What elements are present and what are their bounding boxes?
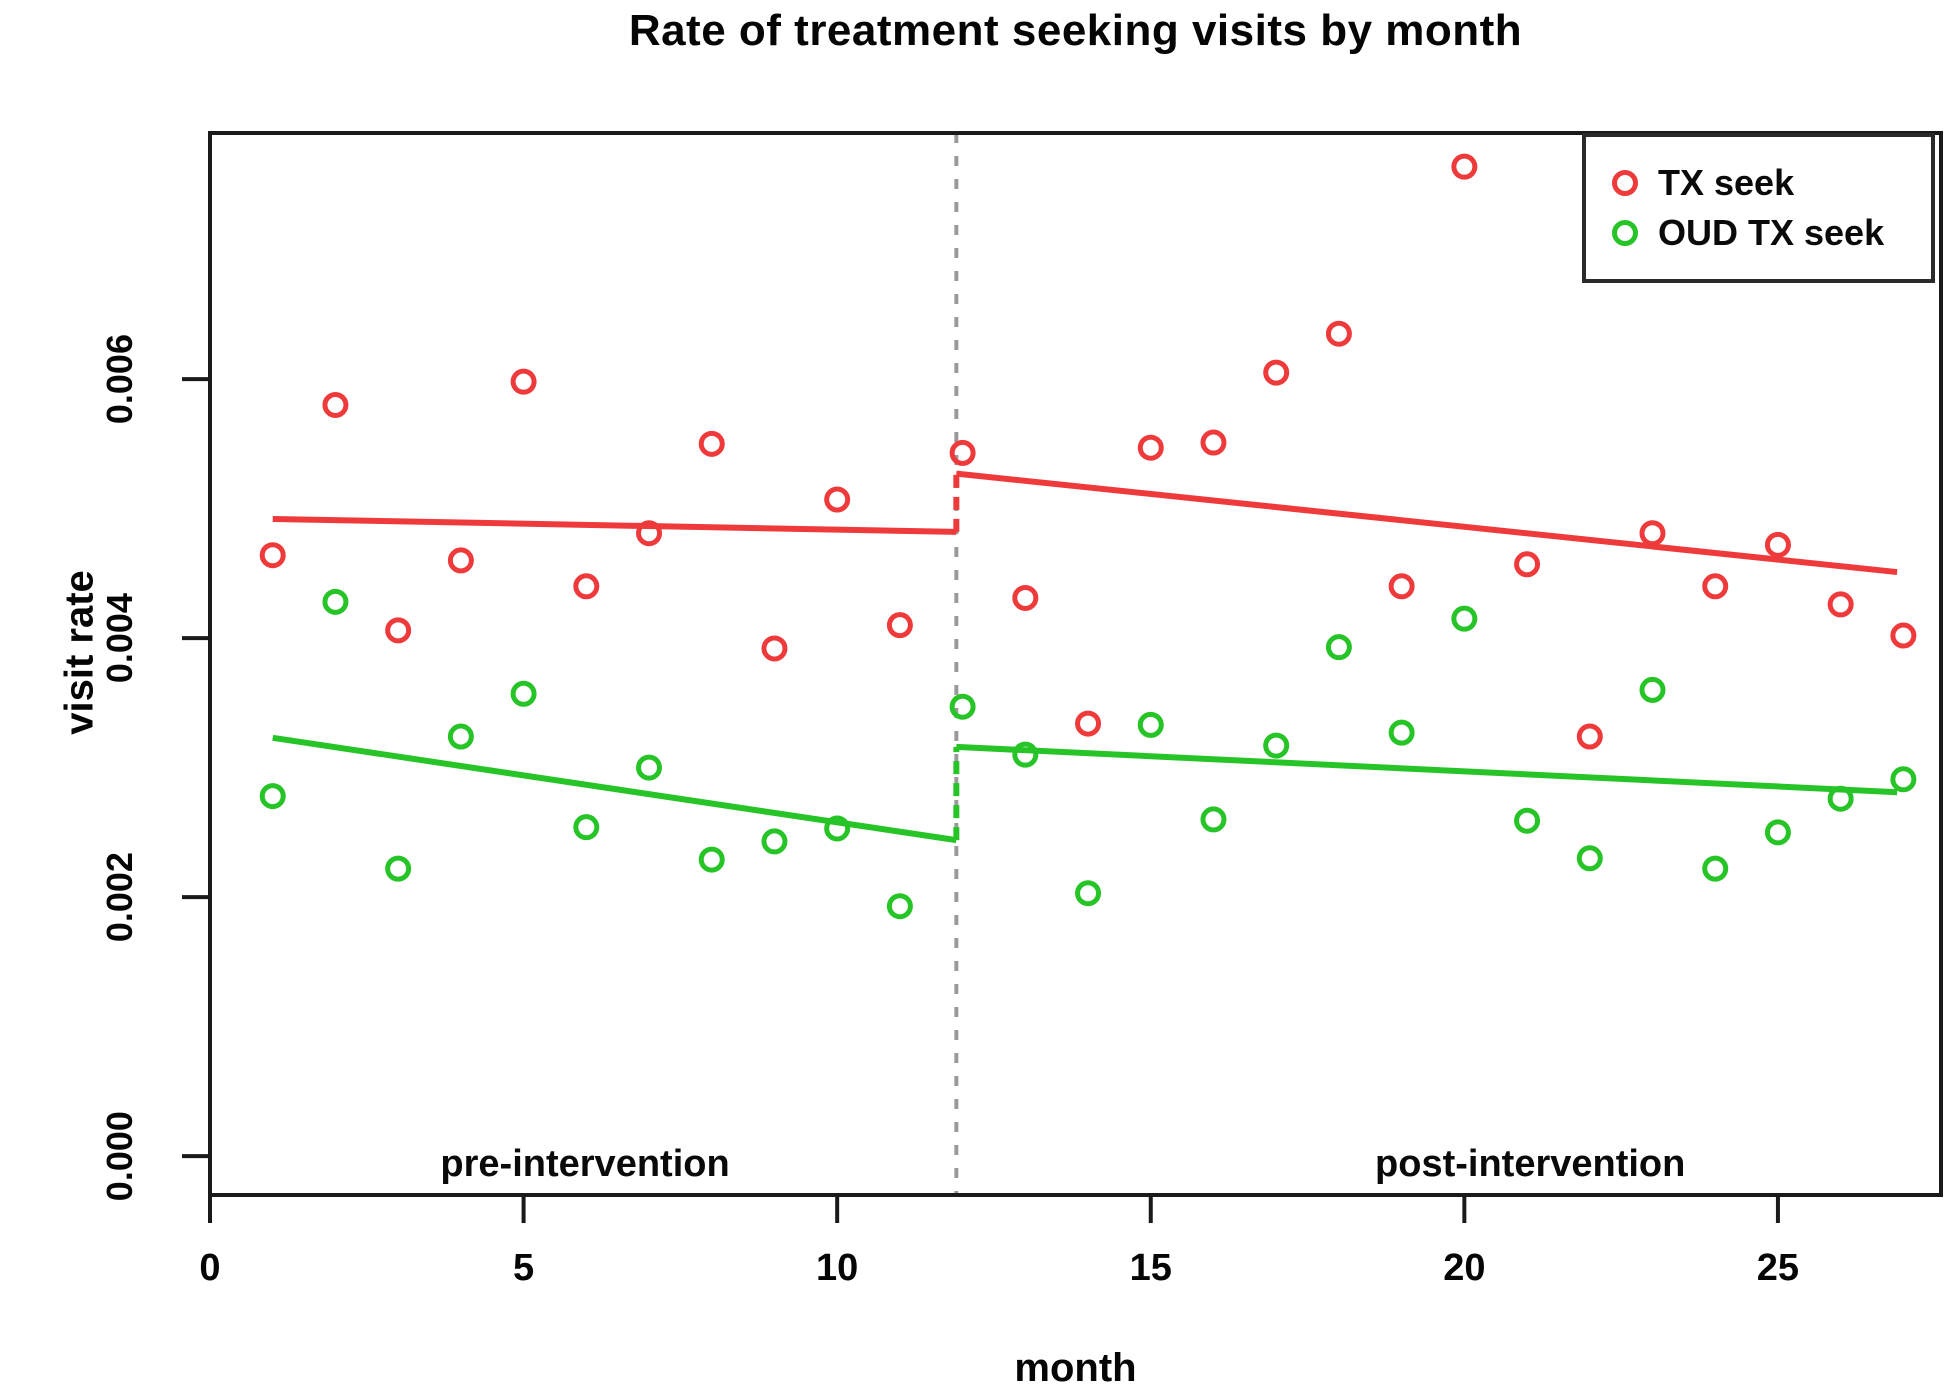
legend-item-tx-seek: TX seek	[1612, 165, 1931, 201]
oud-tx-seek-point	[1576, 845, 1603, 872]
oud-tx-seek-point	[1702, 855, 1729, 882]
y-tick-label: 0.002	[99, 852, 140, 942]
tx-seek-point	[886, 612, 913, 639]
oud-tx-seek-point	[1890, 766, 1917, 793]
tx-seek-point	[1639, 520, 1666, 547]
oud-tx-seek-point	[1388, 719, 1415, 746]
legend: TX seek OUD TX seek	[1582, 133, 1935, 283]
oud-tx-seek-point	[1764, 819, 1791, 846]
oud-tx-seek-point	[824, 815, 851, 842]
tx-seek-trend-line	[272, 515, 957, 535]
oud-tx-seek-point	[1451, 605, 1478, 632]
tx-seek-point	[447, 547, 474, 574]
oud-tx-seek-point	[1325, 634, 1352, 661]
oud-tx-seek-point	[1514, 807, 1541, 834]
x-tick-label: 25	[1757, 1247, 1799, 1289]
tx-seek-point	[1827, 591, 1854, 618]
oud-tx-seek-point	[1137, 711, 1164, 738]
tx-seek-point	[1012, 584, 1039, 611]
tx-seek-point	[949, 439, 976, 466]
oud-tx-seek-point	[1827, 785, 1854, 812]
tx-seek-point	[761, 635, 788, 662]
tx-seek-point	[1200, 429, 1227, 456]
x-tick-label: 5	[513, 1247, 534, 1289]
oud-tx-seek-point	[698, 846, 725, 873]
oud-tx-seek-point	[636, 754, 663, 781]
tx-seek-point	[1325, 320, 1352, 347]
oud-tx-seek-point	[1012, 741, 1039, 768]
legend-label-tx-seek: TX seek	[1658, 162, 1795, 203]
oud-tx-seek-point	[1639, 676, 1666, 703]
oud-tx-seek-point	[1075, 880, 1102, 907]
oud-tx-seek-trend-line	[956, 743, 1898, 796]
x-tick-label: 20	[1443, 1247, 1485, 1289]
oud-tx-seek-point	[949, 693, 976, 720]
oud-tx-seek-point	[510, 680, 537, 707]
pre-intervention-label: pre-intervention	[440, 1143, 729, 1185]
oud-tx-seek-point	[259, 783, 286, 810]
tx-seek-point	[510, 368, 537, 395]
tx-seek-point	[698, 430, 725, 457]
oud-tx-seek-point	[447, 723, 474, 750]
tx-seek-point	[1075, 710, 1102, 737]
oud-tx-seek-point	[322, 588, 349, 615]
legend-item-oud-tx-seek: OUD TX seek	[1612, 215, 1931, 251]
tx-seek-point	[1263, 359, 1290, 386]
tx-seek-point	[1137, 434, 1164, 461]
oud-tx-seek-point	[573, 814, 600, 841]
y-axis-title: visit rate	[57, 570, 102, 735]
x-tick-label: 15	[1130, 1247, 1172, 1289]
y-tick-label: 0.000	[99, 1111, 140, 1201]
oud-tx-seek-point	[761, 828, 788, 855]
chart-title: Rate of treatment seeking visits by mont…	[628, 6, 1523, 55]
tx-seek-point	[385, 617, 412, 644]
tx-seek-point	[1890, 622, 1917, 649]
plot-border	[208, 131, 1943, 1197]
tx-seek-point	[1702, 573, 1729, 600]
y-tick-label: 0.004	[99, 593, 140, 683]
y-tick-label: 0.006	[99, 334, 140, 424]
tx-seek-point	[1514, 551, 1541, 578]
oud-tx-seek-point	[385, 855, 412, 882]
tx-seek-marker-icon	[1612, 170, 1638, 196]
tx-seek-point	[1764, 531, 1791, 558]
x-tick-label: 0	[199, 1247, 220, 1289]
tx-seek-point	[259, 542, 286, 569]
tx-seek-point	[824, 486, 851, 513]
tx-seek-point	[1451, 153, 1478, 180]
oud-tx-seek-point	[1200, 806, 1227, 833]
tx-seek-trend-line	[956, 470, 1898, 576]
oud-tx-seek-trend-line	[272, 734, 957, 844]
x-axis-title: month	[1014, 1346, 1137, 1390]
oud-tx-seek-point	[886, 893, 913, 920]
tx-seek-point	[1388, 573, 1415, 600]
x-tick-label: 10	[816, 1247, 858, 1289]
oud-tx-seek-point	[1263, 732, 1290, 759]
legend-label-oud-tx-seek: OUD TX seek	[1658, 212, 1885, 253]
tx-seek-point	[636, 520, 663, 547]
tx-seek-point	[573, 573, 600, 600]
tx-seek-point	[322, 391, 349, 418]
tx-seek-point	[1576, 723, 1603, 750]
oud-tx-seek-marker-icon	[1612, 220, 1638, 246]
post-intervention-label: post-intervention	[1375, 1143, 1685, 1185]
